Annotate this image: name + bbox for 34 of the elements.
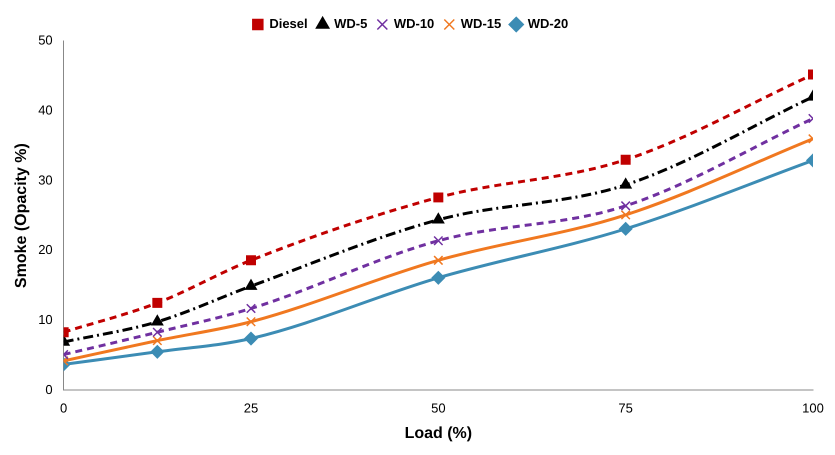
point — [620, 154, 631, 165]
y-tick-label: 20 — [38, 242, 53, 258]
y-tick-label: 50 — [38, 32, 53, 48]
point — [620, 210, 631, 220]
x-tick-label: 50 — [431, 400, 446, 416]
point — [246, 316, 256, 327]
x-tick-label: 25 — [244, 400, 258, 416]
point — [432, 213, 444, 224]
legend-label: WD-10 — [394, 16, 434, 32]
x-tick-label: 75 — [618, 400, 633, 416]
x-tick-label: 0 — [60, 400, 68, 416]
point — [432, 271, 446, 285]
legend-label: WD-15 — [460, 16, 502, 32]
point — [620, 178, 632, 189]
legend-label: WD-20 — [528, 16, 568, 32]
x-tick-label: 100 — [802, 400, 824, 416]
point — [244, 332, 258, 346]
point — [150, 345, 164, 359]
point — [433, 236, 444, 246]
legend-label: WD-5 — [334, 16, 368, 32]
point — [245, 279, 257, 290]
legend-label: Diesel — [269, 16, 308, 32]
y-axis-title: Smoke (Opacity %) — [13, 143, 30, 288]
point — [246, 255, 256, 266]
x-axis-title: Load (%) — [404, 424, 472, 442]
point — [618, 222, 632, 236]
y-tick-label: 40 — [38, 102, 53, 118]
point — [620, 200, 631, 211]
point — [433, 192, 444, 202]
y-tick-label: 0 — [45, 382, 53, 397]
y-tick-label: 30 — [38, 172, 53, 188]
point — [246, 303, 256, 314]
y-tick-label: 10 — [38, 312, 53, 327]
point — [433, 255, 444, 266]
